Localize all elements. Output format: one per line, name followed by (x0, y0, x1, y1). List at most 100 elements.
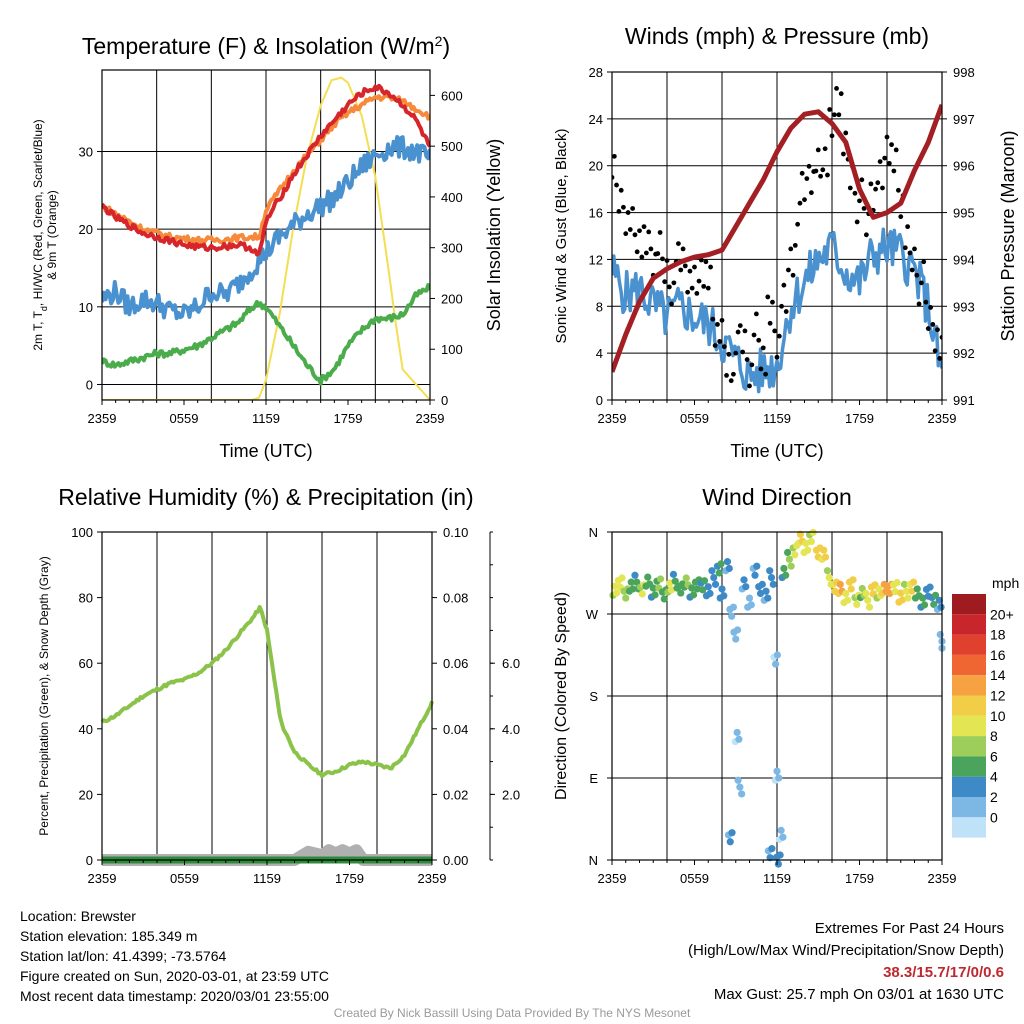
direction-point (766, 567, 774, 575)
gust-point (859, 177, 865, 183)
legend-swatch (952, 797, 986, 818)
y-tick-label: 20 (79, 787, 93, 802)
direction-point (930, 600, 938, 609)
x-tick-label: 2359 (416, 411, 445, 426)
direction-point (897, 589, 905, 597)
gust-point (877, 159, 883, 165)
gust-point (747, 383, 752, 389)
gust-point (863, 232, 869, 238)
direction-point (718, 585, 726, 593)
gust-point (664, 258, 670, 263)
gust-point (712, 343, 718, 348)
y-tick-label: W (586, 607, 599, 622)
gust-point (921, 259, 927, 265)
gust-point (756, 337, 762, 343)
gust-point (701, 283, 707, 289)
gust-point (806, 163, 812, 169)
direction-point (836, 580, 844, 588)
gust-point (770, 299, 775, 305)
gust-point (612, 153, 617, 159)
direction-point (751, 571, 759, 579)
x-tick-label: 0559 (170, 411, 199, 426)
series-snow (102, 844, 432, 866)
gust-point (630, 206, 636, 211)
y-tick-label: 60 (79, 656, 93, 671)
y2-tick-label: 400 (441, 190, 463, 205)
gust-point (923, 299, 929, 305)
direction-point (762, 587, 770, 595)
direction-point (804, 546, 812, 554)
gust-point (825, 172, 830, 178)
y2-tick-label: 600 (441, 88, 463, 103)
gust-point (696, 278, 702, 284)
gust-point (905, 224, 911, 230)
extremes-subtitle: (High/Low/Max Wind/Precipitation/Snow De… (688, 942, 1004, 959)
y-axis-label: 2m T, Td, HI/WC (Red, Green, Scarlet/Blu… (31, 119, 49, 350)
direction-point (769, 580, 777, 588)
latlon-text: Station lat/lon: 41.4399; -73.5764 (20, 948, 227, 964)
location-text: Location: Brewster (20, 908, 136, 924)
direction-point (738, 790, 746, 798)
direction-point (747, 601, 755, 609)
y2-tick-label: 300 (441, 241, 463, 256)
direction-point (893, 578, 901, 587)
gust-point (829, 133, 835, 139)
y2-tick-label: 100 (441, 342, 463, 357)
y-tick-label: 10 (79, 300, 93, 315)
x-tick-label: 2359 (88, 871, 117, 886)
direction-point (825, 573, 833, 582)
extremes-title: Extremes For Past 24 Hours (814, 920, 1004, 937)
direction-point (772, 660, 780, 668)
gust-point (715, 322, 720, 327)
legend-label: 20+ (990, 606, 1014, 622)
direction-point (666, 579, 674, 587)
legend-swatch (952, 817, 986, 838)
y-tick-label: 12 (589, 252, 603, 267)
legend-label: 2 (990, 789, 998, 805)
legend-swatch (952, 776, 986, 797)
gust-point (749, 362, 755, 368)
y-tick-label: 4 (596, 346, 603, 361)
x-tick-label: 0559 (680, 871, 709, 886)
direction-point (802, 539, 810, 547)
gust-point (733, 350, 739, 356)
direction-point (919, 594, 927, 602)
extremes-panel: Extremes For Past 24 Hours (High/Low/Max… (688, 918, 1004, 1006)
direction-point (728, 612, 736, 620)
max-gust-text: Max Gust: 25.7 mph On 03/01 at 1630 UTC (713, 986, 1004, 1003)
gust-point (612, 197, 613, 200)
gust-point (637, 228, 642, 234)
x-axis-label: Time (UTC) (730, 441, 823, 461)
y-tick-label: 16 (589, 206, 603, 221)
gust-point (818, 173, 823, 179)
direction-point (638, 590, 646, 598)
direction-point (622, 594, 630, 602)
direction-point (729, 603, 738, 611)
gust-point (873, 186, 878, 192)
x-tick-label: 0559 (680, 411, 709, 426)
gust-point (808, 190, 814, 196)
points-group (609, 528, 946, 868)
y-tick-label: 0 (596, 393, 603, 408)
direction-point (782, 571, 790, 579)
gust-point (907, 250, 913, 256)
gust-point (941, 363, 942, 365)
gust-point (912, 246, 917, 252)
legend-label: 8 (990, 728, 998, 744)
direction-point (711, 580, 720, 588)
gust-point (621, 204, 626, 210)
gust-point (678, 267, 684, 273)
direction-point (936, 630, 944, 639)
direction-point (858, 584, 866, 593)
direction-point (780, 564, 788, 573)
direction-point (900, 580, 909, 588)
legend-label: 10 (990, 708, 1006, 724)
gust-point (717, 339, 723, 344)
direction-point (908, 587, 916, 595)
direction-point (864, 596, 872, 604)
series-group (612, 86, 942, 394)
gust-point (834, 86, 839, 91)
gust-point (797, 200, 803, 206)
